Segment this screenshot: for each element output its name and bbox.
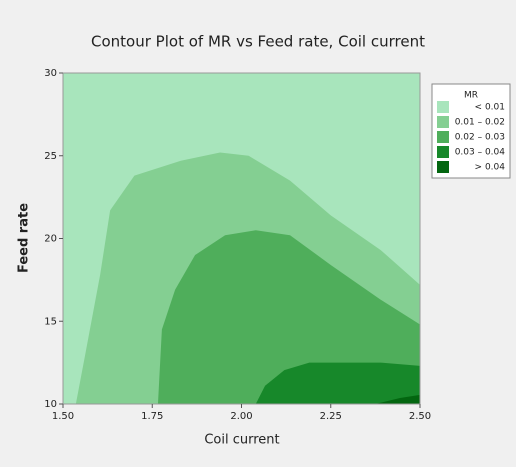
legend-swatch [437,131,449,143]
y-tick-label: 15 [44,316,57,327]
contour-region [375,394,420,404]
x-axis-label: Coil current [204,433,279,448]
legend-label: 0.03 – 0.04 [455,148,506,158]
x-tick-label: 2.50 [409,411,431,422]
contour-region [157,230,420,404]
y-tick-label: 10 [44,399,57,410]
legend-swatch [437,161,449,173]
x-tick-label: 2.25 [320,411,342,422]
legend-swatch [437,116,449,128]
legend-label: 0.02 – 0.03 [455,133,505,143]
contour-region [255,362,420,404]
y-axis-label: Feed rate [17,203,32,273]
x-tick-label: 1.50 [52,411,74,422]
legend-swatch [437,146,449,158]
legend-title: MR [464,91,478,101]
legend-label: 0.01 – 0.02 [455,118,505,128]
y-tick-label: 25 [44,151,57,162]
x-tick-label: 2.00 [230,411,252,422]
legend-swatch [437,101,449,113]
x-tick-label: 1.75 [141,411,163,422]
legend-label: > 0.04 [475,163,506,173]
y-tick-label: 20 [44,234,57,245]
y-tick-label: 30 [44,68,57,79]
chart-title: Contour Plot of MR vs Feed rate, Coil cu… [91,33,425,51]
legend-label: < 0.01 [475,103,505,113]
